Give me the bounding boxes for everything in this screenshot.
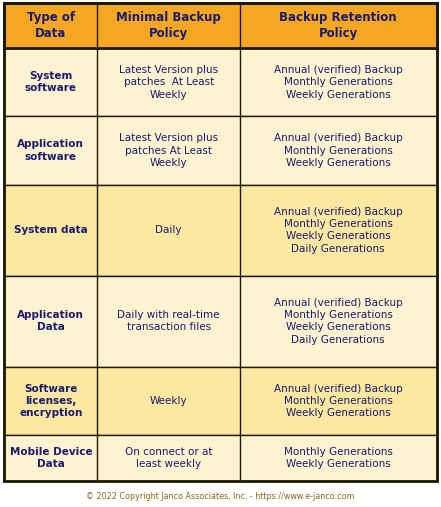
Bar (4, 276, 437, 367)
Text: Weekly: Weekly (150, 396, 187, 406)
Text: System
software: System software (25, 71, 77, 93)
Text: Mobile Device
Data: Mobile Device Data (10, 447, 92, 469)
Text: Software
licenses,
encryption: Software licenses, encryption (19, 384, 82, 418)
Text: Backup Retention
Policy: Backup Retention Policy (280, 11, 397, 40)
Text: Latest Version plus
patches At Least
Weekly: Latest Version plus patches At Least Wee… (119, 133, 218, 168)
Text: Minimal Backup
Policy: Minimal Backup Policy (116, 11, 221, 40)
Bar (4, 48, 437, 117)
Text: System data: System data (14, 225, 88, 235)
Text: Annual (verified) Backup
Monthly Generations
Weekly Generations: Annual (verified) Backup Monthly Generat… (274, 384, 403, 418)
Text: Annual (verified) Backup
Monthly Generations
Weekly Generations
Daily Generation: Annual (verified) Backup Monthly Generat… (274, 206, 403, 254)
Text: © 2022 Copyright Janco Associates, Inc. - https://www.e-janco.com: © 2022 Copyright Janco Associates, Inc. … (86, 492, 355, 501)
Text: Latest Version plus
patches  At Least
Weekly: Latest Version plus patches At Least Wee… (119, 65, 218, 99)
Bar (4, 3, 437, 48)
Text: Daily with real-time
transaction files: Daily with real-time transaction files (117, 310, 220, 333)
Text: Annual (verified) Backup
Monthly Generations
Weekly Generations: Annual (verified) Backup Monthly Generat… (274, 133, 403, 168)
Text: On connect or at
least weekly: On connect or at least weekly (125, 447, 213, 469)
Text: Type of
Data: Type of Data (27, 11, 75, 40)
Text: Annual (verified) Backup
Monthly Generations
Weekly Generations: Annual (verified) Backup Monthly Generat… (274, 65, 403, 99)
Text: Monthly Generations
Weekly Generations: Monthly Generations Weekly Generations (284, 447, 392, 469)
Text: Annual (verified) Backup
Monthly Generations
Weekly Generations
Daily Generation: Annual (verified) Backup Monthly Generat… (274, 298, 403, 345)
Bar (4, 117, 437, 185)
Text: Application
Data: Application Data (18, 310, 84, 333)
Bar (4, 435, 437, 481)
Text: Daily: Daily (155, 225, 182, 235)
Text: Application
software: Application software (18, 139, 84, 162)
Bar (4, 367, 437, 435)
Bar (4, 185, 437, 276)
